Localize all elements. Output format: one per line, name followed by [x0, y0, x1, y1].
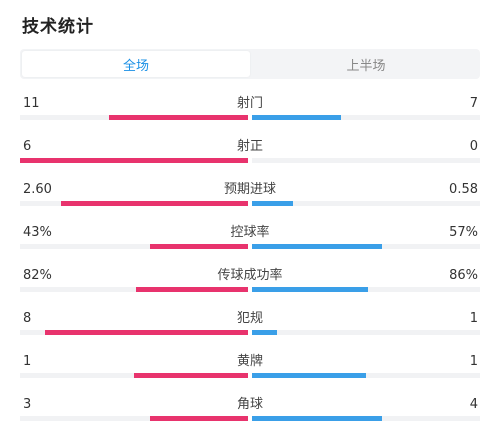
home-bar [134, 373, 248, 378]
stat-row-shots: 11 射门 7 [20, 95, 480, 135]
away-bar [252, 201, 294, 206]
stat-row-xg: 2.60 预期进球 0.58 [20, 181, 480, 221]
stat-row-pass-accuracy: 82% 传球成功率 86% [20, 267, 480, 307]
away-bar [252, 244, 382, 249]
away-bar-track [252, 158, 480, 163]
away-value: 57% [449, 225, 478, 240]
home-value: 43% [23, 225, 52, 240]
away-bar [252, 330, 278, 335]
away-bar-track [252, 244, 480, 249]
home-bar-track [20, 158, 248, 163]
away-value: 0.58 [449, 182, 478, 197]
away-bar [252, 373, 366, 378]
home-value: 8 [23, 311, 32, 326]
home-bar [45, 330, 248, 335]
home-value: 2.60 [23, 182, 52, 197]
home-bar-track [20, 416, 248, 421]
stat-label: 射正 [236, 139, 263, 154]
away-value: 7 [469, 96, 478, 111]
tab-first-half[interactable]: 上半场 [346, 58, 386, 74]
home-bar [149, 416, 248, 421]
away-bar [252, 416, 382, 421]
away-value: 1 [469, 354, 478, 369]
away-bar-track [252, 115, 480, 120]
period-tabs: 全场 上半场 [20, 49, 480, 79]
home-bar [136, 287, 248, 292]
away-bar-track [252, 330, 480, 335]
stat-label: 射门 [236, 96, 263, 111]
tab-full-match[interactable]: 全场 [22, 51, 250, 77]
away-bar-track [252, 373, 480, 378]
home-value: 11 [23, 96, 40, 111]
stat-row-yellow-cards: 1 黄牌 1 [20, 353, 480, 393]
stat-label: 传球成功率 [217, 268, 283, 283]
home-value: 1 [23, 354, 32, 369]
away-bar-track [252, 287, 480, 292]
stat-label: 预期进球 [223, 182, 276, 197]
stat-label: 控球率 [230, 225, 270, 240]
away-value: 0 [469, 139, 478, 154]
away-bar-track [252, 416, 480, 421]
home-value: 3 [23, 397, 32, 412]
stat-row-fouls: 8 犯规 1 [20, 310, 480, 350]
stat-row-corners: 3 角球 4 [20, 396, 480, 436]
home-bar-track [20, 115, 248, 120]
away-bar [252, 287, 369, 292]
stat-row-shots-on-target: 6 射正 0 [20, 138, 480, 178]
away-bar-track [252, 201, 480, 206]
home-bar-track [20, 373, 248, 378]
home-bar [108, 115, 248, 120]
home-bar [20, 158, 248, 163]
stat-row-possession: 43% 控球率 57% [20, 224, 480, 264]
away-value: 1 [469, 311, 478, 326]
stat-label: 角球 [236, 397, 263, 412]
home-bar [149, 244, 248, 249]
home-bar-track [20, 330, 248, 335]
away-value: 86% [449, 268, 478, 283]
page-title: 技术统计 [22, 17, 94, 37]
home-bar-track [20, 244, 248, 249]
stat-label: 犯规 [236, 311, 263, 326]
home-value: 6 [23, 139, 32, 154]
home-bar-track [20, 287, 248, 292]
home-bar [61, 201, 248, 206]
away-bar [252, 115, 341, 120]
away-value: 4 [469, 397, 478, 412]
home-value: 82% [23, 268, 52, 283]
home-bar-track [20, 201, 248, 206]
stat-label: 黄牌 [236, 354, 263, 369]
